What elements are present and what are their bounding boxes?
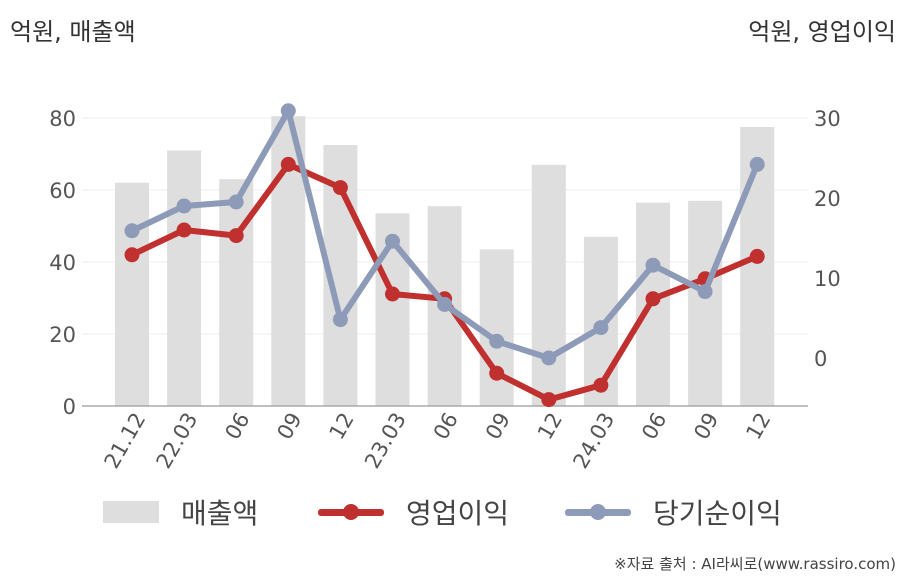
x-axis-tick-label: 23.03 xyxy=(360,409,411,473)
legend-item-net-income: 당기순이익 xyxy=(565,490,782,534)
revenue-bar xyxy=(740,127,775,406)
x-axis-tick-label: 06 xyxy=(220,409,254,444)
revenue-bar xyxy=(167,150,202,406)
x-axis-tick-label: 06 xyxy=(429,409,463,444)
left-axis-unit-label: 억원, 매출액 xyxy=(10,18,136,46)
x-axis-tick-label: 12 xyxy=(325,409,359,444)
x-axis-tick-label: 09 xyxy=(272,409,306,444)
legend-swatch-bar xyxy=(103,501,159,523)
series-point xyxy=(280,156,296,172)
series-point xyxy=(228,228,244,244)
legend-item-operating-profit: 영업이익 xyxy=(318,490,509,534)
x-axis-tick-label: 12 xyxy=(533,409,567,444)
bar-series-revenue xyxy=(115,116,775,406)
left-axis-tick-label: 40 xyxy=(49,251,76,275)
line-series xyxy=(124,103,765,408)
series-point xyxy=(645,291,661,307)
series-point xyxy=(332,180,348,196)
left-axis-tick-label: 60 xyxy=(49,179,76,203)
series-point xyxy=(385,286,400,302)
revenue-bar xyxy=(688,200,723,406)
series-point xyxy=(541,350,557,366)
right-axis-tick-label: 10 xyxy=(814,267,841,291)
legend-swatch-line xyxy=(565,501,631,523)
series-point xyxy=(176,198,192,214)
series-point xyxy=(228,194,244,210)
legend: 매출액 영업이익 당기순이익 xyxy=(0,490,908,540)
legend-label: 당기순이익 xyxy=(653,497,782,530)
series-point xyxy=(749,248,765,264)
revenue-bar xyxy=(219,179,254,406)
series-point xyxy=(385,233,400,249)
x-axis-tick-label: 24.03 xyxy=(568,409,619,473)
legend-swatch-line xyxy=(318,501,384,523)
x-axis-tick-label: 22.03 xyxy=(152,409,203,473)
series-point xyxy=(749,156,765,172)
right-axis-unit-label: 억원, 영업이익 xyxy=(748,18,896,46)
series-point xyxy=(124,247,140,263)
legend-label: 영업이익 xyxy=(406,497,510,530)
revenue-bar xyxy=(531,164,566,406)
right-axis-tick-label: 30 xyxy=(814,107,841,131)
series-point xyxy=(489,365,505,381)
legend-label: 매출액 xyxy=(181,497,259,530)
series-point xyxy=(176,222,192,238)
series-point xyxy=(593,377,609,393)
revenue-bar xyxy=(115,182,149,406)
series-point xyxy=(593,320,609,336)
series-point xyxy=(280,103,296,119)
x-axis-tick-label: 12 xyxy=(741,409,775,444)
x-axis-tick-label: 09 xyxy=(481,409,515,444)
right-axis-tick-label: 20 xyxy=(814,187,841,211)
series-point xyxy=(489,333,505,349)
series-point xyxy=(124,223,140,239)
series-point xyxy=(645,257,661,273)
right-axis-tick-label: 0 xyxy=(814,347,827,371)
x-axis-tick-label: 09 xyxy=(689,409,723,444)
x-axis-tick-label: 06 xyxy=(637,409,671,444)
left-axis-tick-label: 20 xyxy=(49,323,76,347)
legend-item-revenue: 매출액 xyxy=(103,490,258,534)
series-point xyxy=(437,296,453,312)
x-axis-tick-label: 21.12 xyxy=(99,409,150,473)
source-credit: ※자료 출처 : AI라씨로(www.rassiro.com) xyxy=(614,555,896,573)
left-axis-tick-label: 80 xyxy=(49,107,76,131)
left-axis-tick-label: 0 xyxy=(63,395,76,419)
series-point xyxy=(332,312,348,328)
series-point xyxy=(697,284,713,300)
series-point xyxy=(541,392,557,408)
